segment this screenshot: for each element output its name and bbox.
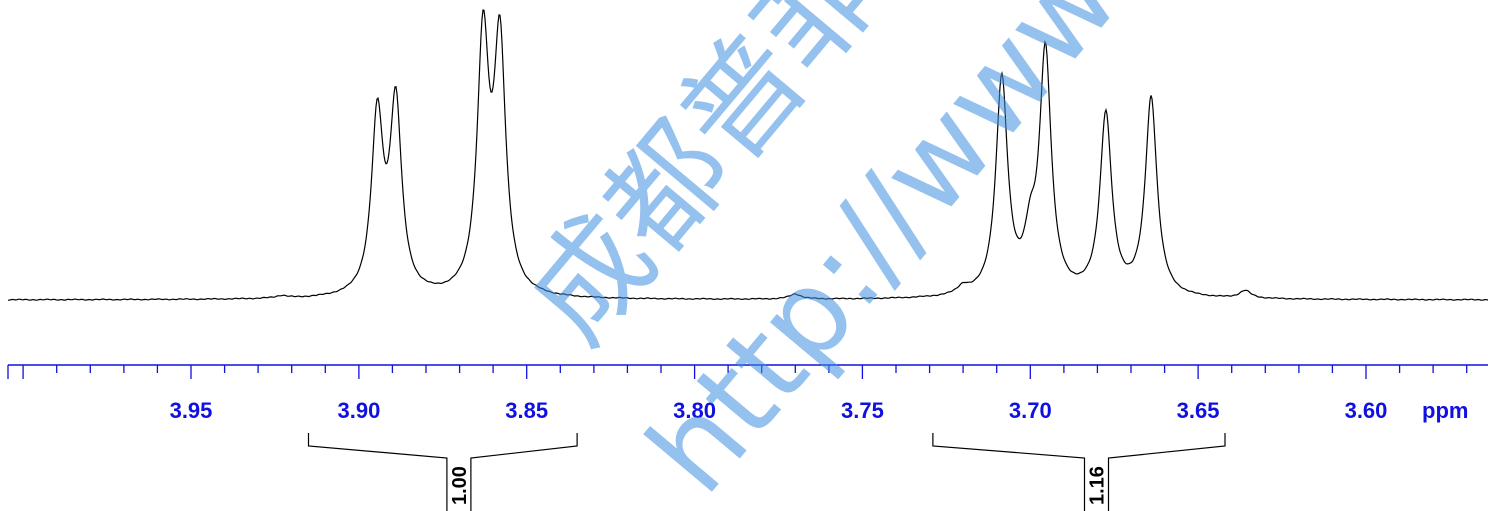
integral-value: 1.16 bbox=[1087, 466, 1109, 505]
tick-label: 3.85 bbox=[505, 398, 548, 423]
spectrum-trace bbox=[8, 9, 1489, 301]
integral-bracket-line bbox=[307, 433, 578, 511]
ppm-axis: 3.95 3.90 3.85 3.80 3.75 3.70 3.65 3.60 ppm bbox=[7, 364, 1488, 423]
axis-unit-label: ppm bbox=[1422, 398, 1468, 423]
tick-label: 3.95 bbox=[170, 398, 213, 423]
integral-bracket: 1.16 bbox=[932, 433, 1226, 511]
tick-label: 3.90 bbox=[337, 398, 380, 423]
axis-ticks bbox=[7, 365, 1468, 379]
integral-bracket-line bbox=[932, 433, 1226, 511]
integrals: 1.00 1.16 bbox=[307, 433, 1226, 511]
tick-label: 3.60 bbox=[1345, 398, 1388, 423]
axis-tick-labels: 3.95 3.90 3.85 3.80 3.75 3.70 3.65 3.60 bbox=[170, 398, 1388, 423]
tick-label: 3.80 bbox=[673, 398, 716, 423]
tick-label: 3.65 bbox=[1177, 398, 1220, 423]
tick-label: 3.75 bbox=[841, 398, 884, 423]
integral-value: 1.00 bbox=[449, 466, 471, 505]
integral-bracket: 1.00 bbox=[307, 433, 578, 511]
tick-label: 3.70 bbox=[1009, 398, 1052, 423]
